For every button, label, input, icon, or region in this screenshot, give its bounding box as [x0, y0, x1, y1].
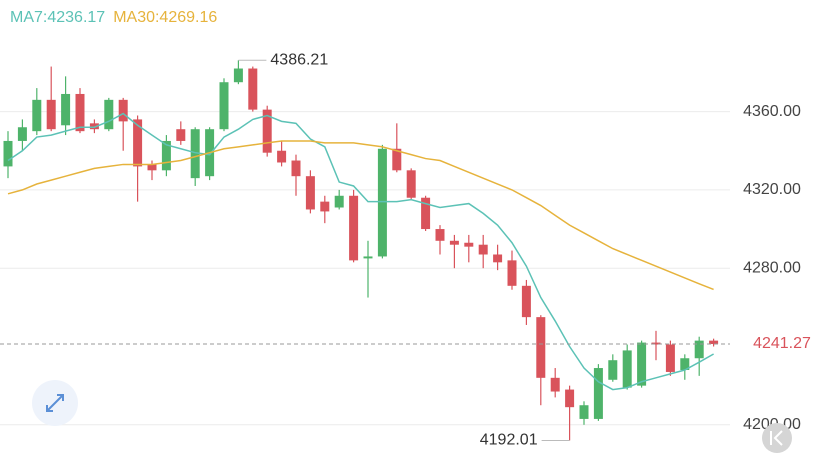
candle-body [277, 150, 287, 163]
candle-body [17, 127, 27, 141]
last-price-label: 4241.27 [753, 335, 811, 352]
candle-body [3, 140, 13, 167]
reset-circle[interactable] [762, 423, 792, 453]
candle-body [32, 99, 42, 132]
candle-body [147, 164, 157, 171]
candle-body [608, 360, 618, 380]
candle-body [248, 68, 258, 110]
candle-body [464, 242, 474, 247]
candle-body [579, 405, 589, 419]
candle-body [262, 109, 272, 153]
candle-body [507, 260, 517, 286]
candle-body [305, 176, 315, 210]
candle-body [521, 285, 531, 318]
candle-body [190, 129, 200, 179]
candle-body [363, 256, 373, 259]
legend-entry: MA7:4236.17 [10, 9, 105, 26]
candle-body [637, 342, 647, 386]
candle-body [219, 82, 229, 130]
candle-body [435, 229, 445, 241]
expand-button[interactable] [32, 380, 78, 426]
candle-body [75, 93, 85, 132]
candle-body [334, 195, 344, 208]
candle-body [680, 358, 690, 370]
candle-body [651, 342, 661, 345]
legend-entry: MA30:4269.16 [113, 9, 217, 26]
y-tick-label: 4320.00 [743, 181, 801, 198]
last-price-box [736, 331, 828, 358]
reset-button[interactable] [762, 423, 792, 453]
y-tick-label: 4280.00 [743, 259, 801, 276]
candle-body [406, 170, 416, 198]
candle-body [709, 340, 719, 345]
candle-body [550, 377, 560, 392]
candle-body [622, 350, 632, 388]
candle-body [104, 99, 114, 130]
candle-body [694, 340, 704, 359]
candle-body [161, 140, 171, 171]
max-label: 4386.21 [270, 51, 328, 68]
expand-icon[interactable] [46, 394, 64, 412]
candle-body [493, 254, 503, 263]
candle-body [478, 244, 488, 255]
candle-body [320, 201, 330, 212]
candle-body [176, 129, 186, 141]
candle-body [392, 148, 402, 171]
min-label: 4192.01 [480, 432, 538, 449]
candle-body [61, 93, 71, 126]
candle-body [89, 123, 99, 130]
plot: 4200.004280.004320.004360.00MA7:4236.17M… [0, 9, 828, 449]
ma-line [7, 140, 714, 291]
candle-body [291, 160, 301, 177]
candle-body [349, 195, 359, 261]
candle-body [133, 119, 143, 167]
candle-body [536, 317, 546, 378]
candle-body [565, 389, 575, 408]
candle-body [377, 148, 387, 257]
candle-body [46, 99, 56, 130]
candle-body [665, 344, 675, 372]
ma-line [7, 112, 714, 391]
candle-body [118, 99, 128, 122]
candle-body [593, 368, 603, 419]
candle-body [449, 240, 459, 245]
y-tick-label: 4360.00 [743, 103, 801, 120]
candle-body [421, 197, 431, 230]
candle-body [233, 68, 243, 83]
reset-icon[interactable] [770, 430, 783, 446]
